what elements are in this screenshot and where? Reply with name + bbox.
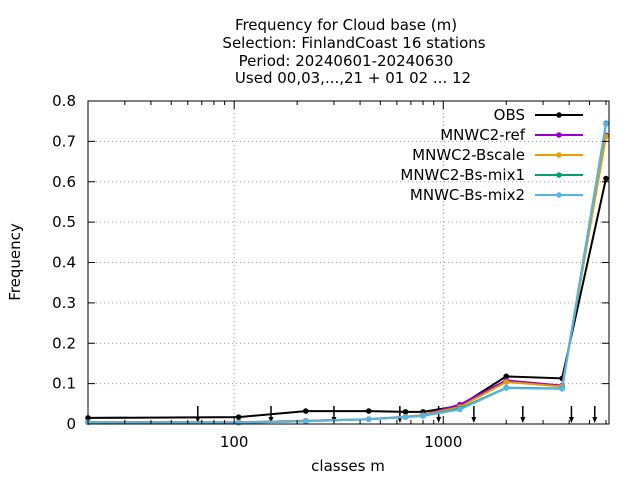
legend-marker [556, 152, 562, 158]
data-point [457, 406, 463, 413]
legend-label: MNWC-Bs-mix2 [410, 186, 525, 204]
arrow-markers [195, 406, 598, 423]
y-tick-label: 0.7 [52, 132, 76, 150]
series-line [87, 123, 607, 424]
legend-marker [556, 172, 562, 178]
chart-title-line-1: Frequency for Cloud base (m) [235, 16, 457, 34]
data-point [603, 175, 609, 182]
data-point [302, 408, 309, 414]
series-line [87, 135, 607, 424]
data-point [503, 373, 510, 380]
arrow-marker-head [436, 417, 442, 423]
x-tick-label: 1000 [424, 433, 462, 451]
data-point [235, 414, 242, 420]
legend-marker [556, 132, 562, 138]
series-lines [85, 120, 609, 426]
y-tick-label: 0.4 [52, 254, 76, 272]
y-tick-label: 0.2 [52, 334, 76, 352]
data-point [302, 418, 309, 424]
x-tick-label: 100 [220, 433, 249, 451]
data-point [402, 414, 409, 420]
chart-title-line-4: Used 00,03,...,21 + 01 02 ... 12 [235, 69, 471, 87]
series-line [87, 178, 607, 419]
x-axis-label: classes m [311, 457, 385, 475]
data-point [559, 386, 565, 392]
data-point [402, 409, 409, 415]
arrow-marker-head [195, 417, 201, 423]
arrow-marker-head [568, 417, 574, 423]
legend-label: MNWC2-ref [440, 126, 525, 144]
y-tick-label: 0.5 [52, 213, 76, 231]
data-point [503, 379, 510, 385]
axis-ticks: 0 0.1 0.2 0.3 0.4 0.5 0.6 0.7 0.8 100 1000 [52, 92, 609, 451]
data-point [235, 419, 242, 426]
data-point [603, 121, 609, 127]
y-axis-label: Frequency [6, 223, 24, 301]
y-tick-label: 0.8 [52, 92, 76, 110]
arrow-marker-head [520, 417, 526, 423]
data-point [420, 413, 426, 419]
arrow-marker-head [268, 417, 274, 423]
legend-label: OBS [494, 106, 525, 124]
series-line [87, 136, 607, 424]
grid [88, 101, 609, 424]
legend: OBS MNWC2-ref MNWC2-Bscale MNWC2-Bs-mix1 MNW… [400, 106, 583, 204]
data-point [503, 385, 510, 391]
arrow-marker-head [592, 417, 598, 423]
data-point [365, 408, 372, 414]
chart-title-line-2: Selection: FinlandCoast 16 stations [222, 34, 485, 52]
arrow-marker-head [397, 417, 403, 423]
legend-label: MNWC2-Bs-mix1 [400, 166, 525, 184]
y-tick-label: 0.1 [52, 375, 76, 393]
arrow-marker-head [471, 417, 477, 423]
legend-label: MNWC2-Bscale [412, 146, 525, 164]
legend-marker [556, 192, 562, 198]
y-tick-label: 0.3 [52, 294, 76, 312]
data-point [365, 416, 372, 422]
y-tick-label: 0 [66, 415, 76, 433]
y-tick-label: 0.6 [52, 173, 76, 191]
chart-title-line-3: Period: 20240601-20240630 [239, 52, 454, 70]
legend-marker [556, 112, 562, 118]
chart-title: Frequency for Cloud base (m) Selection: … [222, 16, 485, 87]
